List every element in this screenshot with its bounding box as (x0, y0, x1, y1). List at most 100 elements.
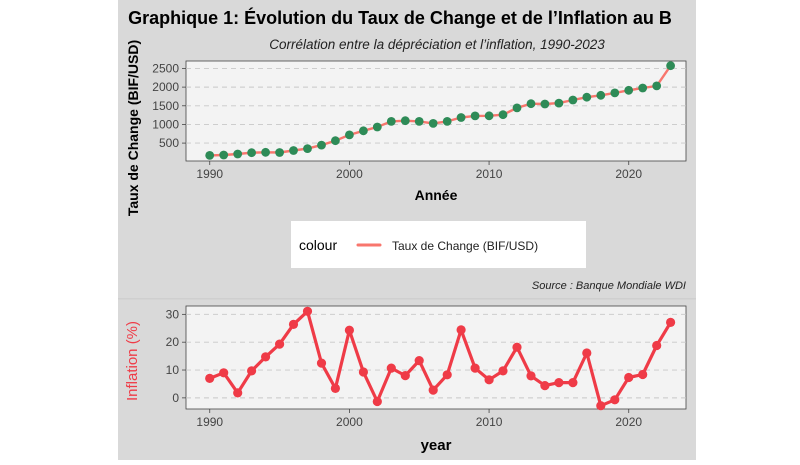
exchange-rate-x-tick-label: 2000 (336, 167, 363, 181)
inflation-point (316, 358, 327, 368)
inflation-point (302, 306, 313, 316)
chart-title: Graphique 1: Évolution du Taux de Change… (128, 7, 672, 28)
exchange-rate-point (512, 103, 522, 113)
exchange-rate-point (470, 111, 480, 121)
exchange-rate-point (638, 83, 648, 93)
chart-subtitle: Corrélation entre la dépréciation et l’i… (269, 37, 605, 52)
inflation-point (261, 352, 271, 362)
exchange-rate-y-tick-label: 2500 (152, 61, 179, 75)
inflation-x-tick-label: 1990 (196, 415, 223, 429)
panel-separator (118, 298, 696, 300)
exchange-rate-point (582, 92, 592, 102)
inflation-point (568, 378, 578, 388)
exchange-rate-point (317, 140, 326, 150)
exchange-rate-point (666, 61, 675, 71)
exchange-rate-point (610, 88, 620, 98)
inflation-x-axis: 1990 2000 2010 2020 (196, 409, 642, 429)
exchange-rate-point (540, 99, 550, 109)
legend-entry-exchange-rate: Taux de Change (BIF/USD) (392, 239, 538, 253)
inflation-point (358, 367, 368, 377)
inflation-point (624, 372, 634, 383)
exchange-rate-point (386, 117, 396, 126)
exchange-rate-point (233, 149, 243, 159)
inflation-series-line (209, 309, 672, 408)
exchange-rate-x-axis: 1990 2000 2010 2020 (196, 161, 642, 181)
exchange-rate-point (303, 144, 312, 154)
inflation-point (330, 383, 340, 393)
exchange-rate-point (652, 81, 662, 91)
inflation-point (484, 375, 494, 385)
exchange-rate-x-tick-label: 2020 (615, 167, 642, 181)
exchange-rate-point (484, 111, 494, 121)
inflation-x-tick-label: 2020 (615, 415, 642, 429)
inflation-point (666, 317, 676, 327)
inflation-x-tick-label: 2010 (476, 415, 503, 429)
exchange-rate-point (261, 147, 270, 157)
exchange-rate-point (345, 130, 354, 140)
inflation-point (554, 378, 564, 388)
exchange-rate-point (624, 85, 634, 95)
inflation-point (219, 368, 229, 378)
inflation-point (428, 385, 438, 395)
exchange-rate-y-axis: 500 1000 1500 2000 2500 (152, 61, 186, 150)
exchange-rate-point (275, 148, 284, 157)
exchange-rate-y-tick-label: 2000 (152, 80, 179, 94)
inflation-point (372, 396, 382, 407)
inflation-point (288, 319, 299, 329)
exchange-rate-y-tick-label: 1000 (152, 117, 179, 131)
inflation-point (582, 348, 592, 358)
inflation-points (205, 306, 676, 411)
x-axis-title-annee: Année (415, 187, 458, 203)
inflation-point (652, 340, 662, 351)
inflation-point (233, 388, 243, 398)
y-axis-title-inflation: Inflation (%) (124, 321, 141, 401)
inflation-y-tick-label: 30 (166, 307, 180, 321)
exchange-rate-point (498, 110, 508, 120)
exchange-rate-point (219, 150, 229, 160)
inflation-y-tick-label: 10 (166, 363, 180, 377)
legend-box (291, 221, 586, 268)
exchange-rate-x-tick-label: 1990 (196, 167, 223, 181)
inflation-point (414, 356, 424, 366)
inflation-y-axis: 0 10 20 30 (166, 307, 186, 405)
exchange-rate-point (331, 136, 340, 146)
inflation-y-tick-label: 20 (166, 335, 180, 349)
inflation-point (442, 370, 452, 380)
exchange-rate-x-tick-label: 2010 (476, 167, 503, 181)
exchange-rate-series-line (209, 65, 672, 157)
exchange-rate-point (359, 126, 368, 136)
exchange-rate-gridlines (186, 68, 686, 144)
inflation-point (540, 381, 550, 391)
inflation-point (596, 401, 606, 411)
exchange-rate-y-tick-label: 1500 (152, 99, 179, 113)
exchange-rate-plot-panel (185, 60, 687, 162)
inflation-point (400, 371, 410, 381)
inflation-point (638, 369, 648, 380)
inflation-y-tick-label: 0 (172, 391, 179, 405)
inflation-point (386, 363, 396, 373)
inflation-gridlines (186, 313, 686, 399)
inflation-point (470, 363, 480, 373)
exchange-rate-point (554, 98, 564, 108)
exchange-rate-point (205, 151, 215, 160)
exchange-rate-point (289, 146, 298, 155)
exchange-rate-point (414, 117, 424, 126)
inflation-point (247, 366, 257, 376)
exchange-rate-point (400, 116, 410, 126)
y-axis-title-exchange-rate: Taux de Change (BIF/USD) (125, 40, 141, 216)
inflation-point (344, 325, 354, 335)
exchange-rate-point (247, 148, 256, 158)
exchange-rate-point (372, 122, 382, 132)
exchange-rate-point (596, 90, 606, 100)
inflation-point (205, 373, 215, 383)
exchange-rate-y-tick-label: 500 (159, 136, 179, 150)
exchange-rate-points (205, 61, 675, 160)
inflation-point (610, 395, 620, 405)
inflation-point (526, 371, 536, 381)
inflation-point (512, 342, 522, 352)
source-caption: Source : Banque Mondiale WDI (532, 280, 686, 292)
exchange-rate-point (526, 99, 536, 109)
exchange-rate-point (568, 95, 578, 105)
